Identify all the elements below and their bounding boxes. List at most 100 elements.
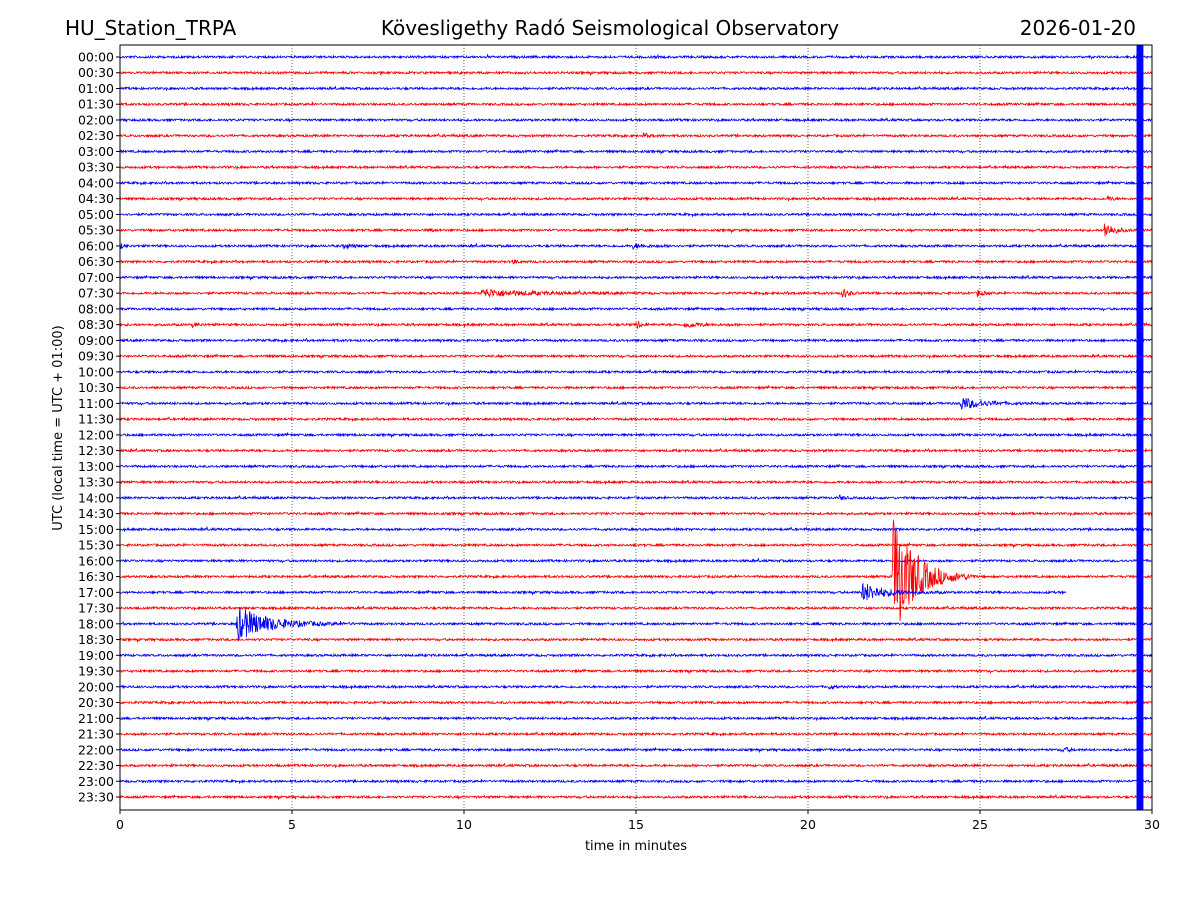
trace-1100 bbox=[119, 397, 1153, 410]
y-axis-label: UTC (local time = UTC + 01:00) bbox=[51, 325, 66, 530]
trace-0530 bbox=[119, 223, 1153, 237]
chart-title: Kövesligethy Radó Seismological Observat… bbox=[381, 16, 839, 40]
y-tick-label: 06:00 bbox=[78, 238, 114, 253]
y-tick-label: 09:30 bbox=[78, 349, 114, 364]
y-tick-label: 05:00 bbox=[78, 207, 114, 222]
trace-1700 bbox=[119, 583, 1067, 601]
y-tick-label: 21:30 bbox=[78, 727, 114, 742]
trace-2300 bbox=[119, 778, 1153, 785]
trace-0830 bbox=[119, 320, 1153, 329]
y-tick-label: 02:00 bbox=[78, 112, 114, 127]
trace-1500 bbox=[119, 525, 1153, 533]
y-tick-label: 08:00 bbox=[78, 301, 114, 316]
y-tick-label: 22:00 bbox=[78, 742, 114, 757]
y-tick-label: 03:00 bbox=[78, 144, 114, 159]
y-tick-label: 14:30 bbox=[78, 506, 114, 521]
y-tick-label: 12:00 bbox=[78, 427, 114, 442]
y-tick-label: 01:00 bbox=[78, 81, 114, 96]
y-tick-label: 16:30 bbox=[78, 569, 114, 584]
trace-0800 bbox=[119, 306, 1153, 313]
trace-0430 bbox=[119, 195, 1153, 203]
trace-1900 bbox=[120, 652, 1153, 658]
y-tick-label: 06:30 bbox=[78, 254, 114, 269]
y-tick-label: 05:30 bbox=[78, 223, 114, 238]
y-tick-label: 00:30 bbox=[78, 65, 114, 80]
trace-2100 bbox=[119, 715, 1153, 722]
trace-0230 bbox=[119, 132, 1153, 139]
trace-1830 bbox=[119, 636, 1153, 644]
plot-frame bbox=[119, 44, 1153, 811]
x-tick-label: 25 bbox=[972, 817, 988, 832]
y-tick-label: 03:30 bbox=[78, 160, 114, 175]
saturated-band bbox=[1136, 45, 1144, 810]
trace-1400 bbox=[119, 494, 1153, 501]
y-tick-label: 22:30 bbox=[78, 758, 114, 773]
y-tick-label: 17:30 bbox=[78, 601, 114, 616]
y-tick-label: 12:30 bbox=[78, 443, 114, 458]
trace-1000 bbox=[119, 368, 1153, 375]
trace-0400 bbox=[119, 180, 1153, 186]
y-tick-label: 10:30 bbox=[78, 380, 114, 395]
trace-0500 bbox=[119, 211, 1153, 218]
y-tick-label: 08:30 bbox=[78, 317, 114, 332]
y-tick-label: 11:00 bbox=[78, 396, 114, 411]
grid-lines bbox=[291, 45, 981, 810]
y-tick-label: 15:00 bbox=[78, 522, 114, 537]
trace-1330 bbox=[119, 479, 1153, 485]
y-tick-label: 19:00 bbox=[78, 648, 114, 663]
x-tick-label: 30 bbox=[1144, 817, 1160, 832]
y-tick-label: 14:00 bbox=[78, 490, 114, 505]
trace-1430 bbox=[119, 510, 1153, 518]
trace-0330 bbox=[119, 164, 1153, 170]
y-tick-label: 10:00 bbox=[78, 364, 114, 379]
y-tick-label: 20:30 bbox=[78, 695, 114, 710]
trace-0900 bbox=[119, 337, 1153, 344]
x-axis-ticks: 0 5 10 15 20 25 30 bbox=[116, 810, 1160, 832]
trace-0030 bbox=[119, 70, 1153, 77]
trace-0730 bbox=[119, 288, 1153, 299]
y-tick-label: 21:00 bbox=[78, 711, 114, 726]
trace-0100 bbox=[119, 85, 1153, 92]
trace-0630 bbox=[119, 258, 1153, 265]
trace-0200 bbox=[119, 117, 1152, 123]
trace-0130 bbox=[119, 101, 1153, 108]
y-tick-label: 13:00 bbox=[78, 459, 114, 474]
trace-0300 bbox=[119, 148, 1153, 156]
trace-1630 bbox=[119, 519, 1153, 622]
y-tick-label: 02:30 bbox=[78, 128, 114, 143]
station-title: HU_Station_TRPA bbox=[65, 16, 237, 40]
y-tick-label: 07:30 bbox=[78, 286, 114, 301]
trace-1300 bbox=[119, 463, 1153, 470]
trace-2000 bbox=[119, 683, 1153, 690]
y-tick-label: 04:00 bbox=[78, 175, 114, 190]
y-tick-label: 07:00 bbox=[78, 270, 114, 285]
y-tick-label: 13:30 bbox=[78, 475, 114, 490]
trace-2200 bbox=[119, 746, 1153, 754]
x-tick-label: 10 bbox=[456, 817, 472, 832]
traces bbox=[119, 45, 1153, 810]
x-tick-label: 20 bbox=[800, 817, 816, 832]
x-tick-label: 0 bbox=[116, 817, 124, 832]
trace-1230 bbox=[119, 447, 1153, 454]
trace-1600 bbox=[119, 557, 1153, 564]
y-tick-label: 18:00 bbox=[78, 616, 114, 631]
trace-2330 bbox=[119, 794, 1153, 801]
trace-1930 bbox=[119, 668, 1152, 675]
trace-1200 bbox=[119, 432, 1153, 439]
trace-0000 bbox=[119, 53, 1153, 60]
y-tick-label: 16:00 bbox=[78, 553, 114, 568]
y-tick-label: 17:00 bbox=[78, 585, 114, 600]
trace-2030 bbox=[119, 699, 1153, 706]
trace-2230 bbox=[119, 762, 1153, 769]
x-tick-label: 15 bbox=[628, 817, 644, 832]
y-tick-label: 18:30 bbox=[78, 632, 114, 647]
trace-0930 bbox=[120, 353, 1153, 360]
trace-1800 bbox=[119, 607, 1153, 641]
date-title: 2026-01-20 bbox=[1020, 16, 1136, 40]
trace-2130 bbox=[119, 730, 1153, 737]
y-tick-label: 19:30 bbox=[78, 664, 114, 679]
y-tick-label: 04:30 bbox=[78, 191, 114, 206]
y-tick-label: 00:00 bbox=[78, 50, 114, 65]
trace-1030 bbox=[119, 385, 1153, 392]
